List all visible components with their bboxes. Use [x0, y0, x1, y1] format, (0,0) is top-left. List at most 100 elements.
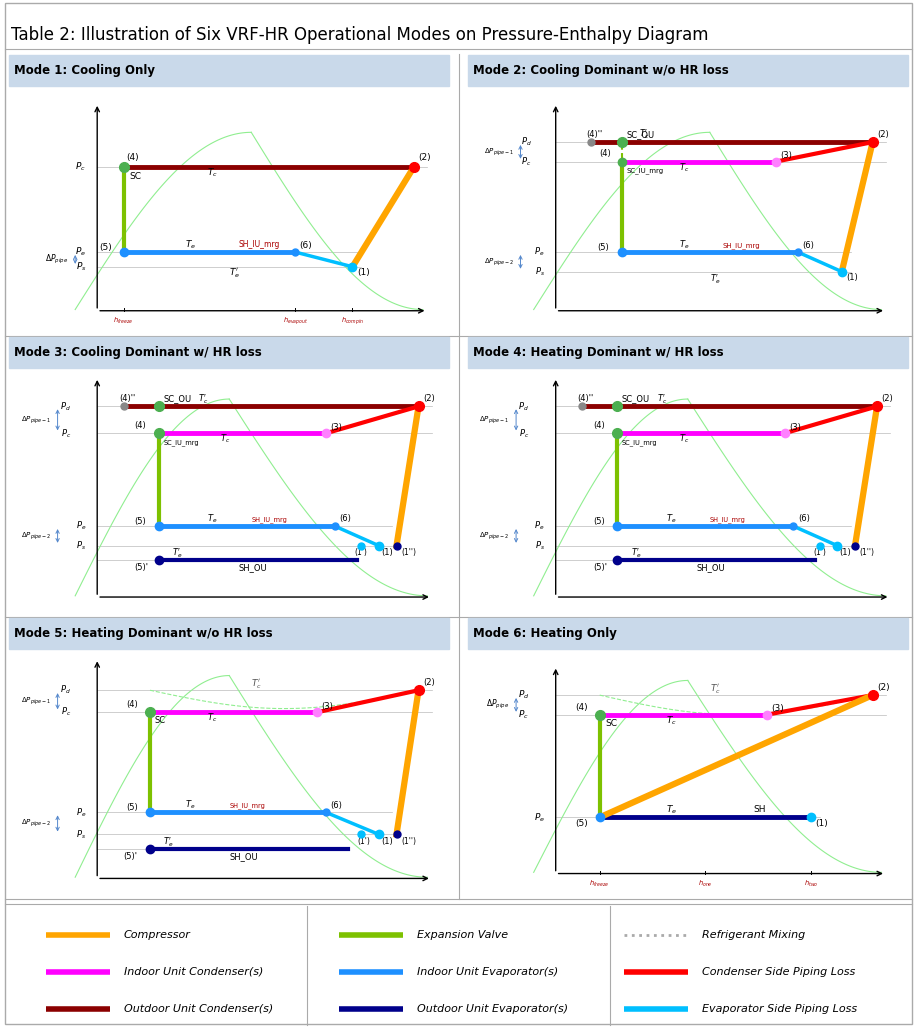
- Text: $T_e$: $T_e$: [185, 238, 196, 251]
- Text: (1''): (1''): [859, 548, 875, 558]
- Text: $P_c$: $P_c$: [61, 706, 71, 719]
- Text: $T_c'$: $T_c'$: [251, 678, 262, 691]
- Text: $P_d$: $P_d$: [518, 401, 529, 413]
- Text: Indoor Unit Evaporator(s): Indoor Unit Evaporator(s): [417, 966, 558, 977]
- Text: $P_d$: $P_d$: [521, 136, 532, 148]
- Text: $P_c$: $P_c$: [521, 155, 532, 167]
- Text: $\Delta P_{pipe}$: $\Delta P_{pipe}$: [486, 698, 510, 712]
- Text: $\Delta P_{pipe-2}$: $\Delta P_{pipe-2}$: [21, 817, 51, 829]
- Text: (6): (6): [339, 515, 351, 524]
- Text: $T_c'$: $T_c'$: [657, 392, 668, 406]
- Text: $P_c$: $P_c$: [61, 427, 71, 440]
- Text: SH_IU_mrg: SH_IU_mrg: [229, 802, 265, 809]
- Text: Mode 4: Heating Dominant w/ HR loss: Mode 4: Heating Dominant w/ HR loss: [473, 346, 724, 358]
- Text: (3): (3): [789, 422, 801, 431]
- Text: (4): (4): [593, 421, 605, 430]
- Text: (1): (1): [840, 548, 851, 558]
- Text: $T_e$: $T_e$: [207, 512, 217, 525]
- Text: (3): (3): [322, 701, 334, 711]
- Text: (1''): (1''): [401, 548, 416, 558]
- Text: $T_e$: $T_e$: [666, 512, 676, 525]
- Text: SC_OU: SC_OU: [622, 394, 650, 404]
- Text: Table 2: Illustration of Six VRF-HR Operational Modes on Pressure-Enthalpy Diagr: Table 2: Illustration of Six VRF-HR Oper…: [11, 26, 709, 44]
- Text: $h_{one}$: $h_{one}$: [698, 879, 713, 889]
- Text: Mode 5: Heating Dominant w/o HR loss: Mode 5: Heating Dominant w/o HR loss: [15, 627, 273, 640]
- Text: $T_e'$: $T_e'$: [631, 546, 641, 560]
- Text: $P_c$: $P_c$: [519, 427, 529, 440]
- Text: (6): (6): [798, 515, 810, 524]
- Text: SH_OU: SH_OU: [697, 563, 725, 572]
- Text: Indoor Unit Condenser(s): Indoor Unit Condenser(s): [124, 966, 263, 977]
- Text: $T_c$: $T_c$: [220, 432, 231, 446]
- Text: $T_c$: $T_c$: [207, 166, 218, 179]
- Text: (2): (2): [418, 153, 431, 162]
- Text: (5)': (5)': [135, 563, 149, 572]
- Text: SC_IU_mrg: SC_IU_mrg: [163, 440, 199, 446]
- Text: (1'): (1'): [355, 548, 368, 558]
- Text: Outdoor Unit Evaporator(s): Outdoor Unit Evaporator(s): [417, 1003, 569, 1014]
- Text: $T_c$: $T_c$: [679, 432, 690, 446]
- Text: $\Delta P_{pipe-2}$: $\Delta P_{pipe-2}$: [483, 256, 514, 268]
- Text: (4): (4): [126, 700, 138, 710]
- Text: (4): (4): [135, 421, 147, 430]
- Text: (6): (6): [802, 241, 814, 251]
- Text: Refrigerant Mixing: Refrigerant Mixing: [702, 929, 805, 940]
- Text: Outdoor Unit Condenser(s): Outdoor Unit Condenser(s): [124, 1003, 273, 1014]
- Text: (4)'': (4)'': [119, 394, 136, 404]
- Text: (1): (1): [381, 548, 392, 558]
- Text: (4)'': (4)'': [587, 129, 602, 139]
- Text: SH_OU: SH_OU: [229, 851, 258, 861]
- Text: (5)': (5)': [124, 851, 138, 861]
- Text: $T_e'$: $T_e'$: [163, 835, 173, 848]
- Text: SC: SC: [129, 172, 141, 181]
- Text: Expansion Valve: Expansion Valve: [417, 929, 508, 940]
- Text: Evaporator Side Piping Loss: Evaporator Side Piping Loss: [702, 1003, 856, 1014]
- Text: $T_c$: $T_c$: [666, 714, 677, 727]
- Text: $P_e$: $P_e$: [534, 811, 545, 824]
- Text: (4)'': (4)'': [578, 394, 594, 404]
- Text: $T_c'$: $T_c'$: [198, 392, 209, 406]
- Text: $\Delta P_{pipe-2}$: $\Delta P_{pipe-2}$: [480, 530, 510, 541]
- Text: $P_e$: $P_e$: [535, 520, 545, 532]
- Text: (3): (3): [330, 422, 342, 431]
- Text: (5): (5): [135, 517, 147, 526]
- Text: $P_e$: $P_e$: [76, 520, 86, 532]
- Text: (2): (2): [877, 683, 889, 692]
- Text: SH_IU_mrg: SH_IU_mrg: [251, 517, 287, 523]
- Text: SH: SH: [754, 805, 767, 814]
- Text: $T_e'$: $T_e'$: [172, 546, 182, 560]
- Text: $T_e$: $T_e$: [666, 803, 677, 815]
- Text: $T_e$: $T_e$: [679, 238, 690, 251]
- Text: $\Delta P_{pipe-2}$: $\Delta P_{pipe-2}$: [21, 530, 51, 541]
- Text: (5): (5): [99, 242, 112, 252]
- Text: Mode 3: Cooling Dominant w/ HR loss: Mode 3: Cooling Dominant w/ HR loss: [15, 346, 262, 358]
- Text: $\Delta P_{pipe-1}$: $\Delta P_{pipe-1}$: [21, 695, 51, 707]
- Text: $h_{evapout}$: $h_{evapout}$: [282, 315, 308, 328]
- Text: $P_s$: $P_s$: [76, 828, 86, 841]
- Text: SC_OU: SC_OU: [163, 394, 192, 404]
- Text: SC_IU_mrg: SC_IU_mrg: [622, 440, 657, 446]
- Text: (6): (6): [330, 801, 342, 809]
- Text: SH_IU_mrg: SH_IU_mrg: [238, 240, 280, 250]
- Text: SH_IU_mrg: SH_IU_mrg: [723, 242, 760, 249]
- Text: (1): (1): [815, 819, 828, 828]
- Text: $P_e$: $P_e$: [535, 245, 545, 259]
- Text: $P_c$: $P_c$: [75, 160, 86, 173]
- Text: (3): (3): [780, 151, 792, 160]
- Text: (5): (5): [576, 819, 589, 828]
- Text: $\Delta P_{pipe-1}$: $\Delta P_{pipe-1}$: [480, 414, 510, 425]
- Text: $h_{compin}$: $h_{compin}$: [341, 315, 364, 328]
- Text: SC: SC: [154, 716, 166, 725]
- Text: $\Delta P_{pipe}$: $\Delta P_{pipe}$: [46, 253, 69, 266]
- Text: Mode 1: Cooling Only: Mode 1: Cooling Only: [15, 65, 156, 77]
- Text: (1): (1): [381, 837, 392, 846]
- Text: $T_c'$: $T_c'$: [710, 683, 721, 696]
- Text: (1''): (1''): [401, 837, 416, 846]
- Text: SH_OU: SH_OU: [238, 563, 267, 572]
- Text: (3): (3): [771, 703, 784, 713]
- Text: Mode 2: Cooling Dominant w/o HR loss: Mode 2: Cooling Dominant w/o HR loss: [473, 65, 729, 77]
- Text: (2): (2): [423, 394, 435, 404]
- Text: (1'): (1'): [813, 548, 826, 558]
- Text: $T_c$: $T_c$: [207, 712, 217, 724]
- Text: (1): (1): [357, 268, 370, 277]
